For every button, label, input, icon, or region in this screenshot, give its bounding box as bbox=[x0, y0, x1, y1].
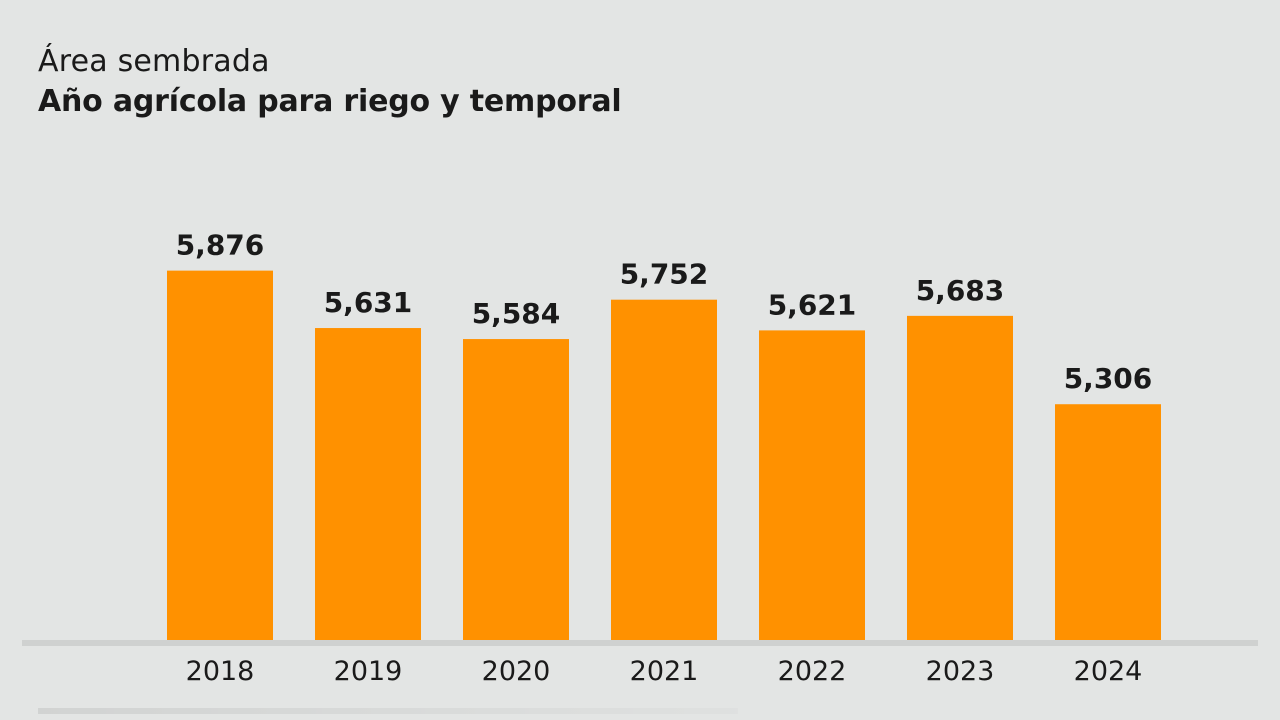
x-tick-label-2022: 2022 bbox=[778, 656, 847, 687]
x-tick-label-2021: 2021 bbox=[630, 656, 699, 687]
x-tick-label-2019: 2019 bbox=[334, 656, 403, 687]
bar-value-label-2018: 5,876 bbox=[176, 229, 265, 262]
chart-title: Área sembrada bbox=[38, 44, 270, 79]
bar-2018 bbox=[167, 270, 273, 640]
bar-value-label-2020: 5,584 bbox=[472, 297, 561, 330]
x-tick-label-2020: 2020 bbox=[482, 656, 551, 687]
bar-2022 bbox=[759, 330, 865, 640]
x-tick-label-2024: 2024 bbox=[1074, 656, 1143, 687]
bars-layer bbox=[167, 270, 1161, 640]
bar-value-label-2023: 5,683 bbox=[916, 274, 1005, 307]
labels-layer: 5,876 2018 5,631 2019 5,584 2020 5,752 2021 5,62… bbox=[176, 229, 1153, 687]
x-tick-label-2023: 2023 bbox=[926, 656, 995, 687]
bar-2020 bbox=[463, 339, 569, 640]
bar-2023 bbox=[907, 315, 1013, 640]
bar-2021 bbox=[611, 299, 717, 640]
x-axis-baseline bbox=[22, 640, 1258, 646]
source-note-faded bbox=[38, 708, 738, 714]
bar-value-label-2024: 5,306 bbox=[1064, 362, 1153, 395]
bar-value-label-2019: 5,631 bbox=[324, 286, 413, 319]
bar-2024 bbox=[1055, 404, 1161, 640]
x-tick-label-2018: 2018 bbox=[186, 656, 255, 687]
bar-value-label-2022: 5,621 bbox=[768, 288, 857, 321]
chart-subtitle: Año agrícola para riego y temporal bbox=[38, 84, 622, 119]
bar-2019 bbox=[315, 328, 421, 640]
bar-value-label-2021: 5,752 bbox=[620, 258, 709, 291]
